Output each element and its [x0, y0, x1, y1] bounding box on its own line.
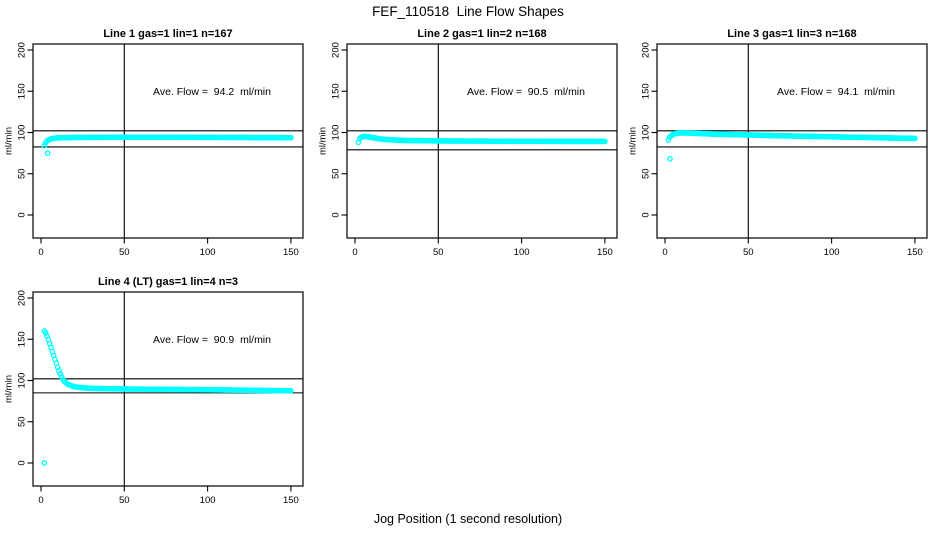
x-axis-ticks: 0 50 100 150: [38, 238, 299, 258]
subplot-line-4: 0 50 100 150 0 50 100 150 200 ml/min Line 4 (LT) …: [0, 276, 320, 526]
plot-box: [32, 43, 304, 239]
y-tick-label: 150: [641, 83, 652, 99]
subplot-line-2-plot: 0 50 100 150 0 50 100 150 200 ml/min: [318, 42, 618, 258]
x-tick-label: 150: [597, 247, 613, 258]
y-axis-unit-label: ml/min: [4, 127, 15, 155]
x-axis-label: Jog Position (1 second resolution): [373, 512, 563, 526]
x-tick-label: 0: [38, 495, 43, 506]
subplot-line-2-ave-flow-annotation: Ave. Flow = 90.5 ml/min: [467, 86, 585, 98]
x-tick-label: 50: [743, 247, 754, 258]
x-tick-label: 100: [824, 247, 840, 258]
y-tick-label: 100: [331, 125, 342, 141]
plot-box: [656, 43, 928, 239]
subplot-line-1-title: Line 1 gas=1 lin=1 n=167: [103, 28, 233, 40]
y-axis-unit-label: ml/min: [318, 127, 329, 155]
flow-data-points: [355, 133, 608, 146]
x-tick-label: 100: [200, 495, 216, 506]
y-tick-label: 200: [17, 42, 28, 58]
y-tick-label: 50: [331, 168, 342, 179]
y-tick-label: 0: [641, 212, 652, 217]
plot-box: [346, 43, 618, 239]
outlier-points: [44, 150, 51, 156]
x-tick-label: 100: [200, 247, 216, 258]
x-tick-label: 150: [283, 495, 299, 506]
x-tick-label: 0: [38, 247, 43, 258]
x-tick-label: 100: [514, 247, 530, 258]
x-axis-ticks: 0 50 100 150: [352, 238, 613, 258]
flow-limit-lines: [347, 130, 617, 151]
y-tick-label: 200: [331, 42, 342, 58]
y-tick-label: 50: [641, 168, 652, 179]
plot-box: [32, 291, 304, 487]
flow-data-points: [41, 134, 294, 149]
x-tick-label: 50: [119, 495, 130, 506]
subplot-line-3: 0 50 100 150 0 50 100 150 200 ml/min Line 3 gas=1…: [624, 28, 936, 278]
y-tick-label: 0: [17, 212, 28, 217]
x-tick-label: 0: [352, 247, 357, 258]
subplot-line-4-title: Line 4 (LT) gas=1 lin=4 n=3: [97, 276, 239, 288]
flow-data-points: [41, 328, 294, 394]
y-axis-ticks: 0 50 100 150 200: [641, 42, 657, 218]
y-tick-label: 150: [17, 83, 28, 99]
subplot-line-1: 0 50 100 150 0 50 100 150 200 ml/min Line 1 gas=1…: [0, 28, 320, 278]
subplot-line-3-plot: 0 50 100 150 0 50 100 150 200 ml/min: [628, 42, 928, 258]
chart-main-title: FEF_110518 Line Flow Shapes: [372, 4, 564, 19]
subplot-line-3-ave-flow-annotation: Ave. Flow = 94.1 ml/min: [777, 86, 895, 98]
x-tick-label: 50: [119, 247, 130, 258]
y-axis-unit-label: ml/min: [628, 127, 639, 155]
y-tick-label: 100: [17, 373, 28, 389]
x-tick-label: 150: [907, 247, 923, 258]
y-tick-label: 150: [331, 83, 342, 99]
y-axis-ticks: 0 50 100 150 200: [331, 42, 347, 218]
subplot-line-1-ave-flow-annotation: Ave. Flow = 94.2 ml/min: [153, 86, 271, 98]
y-tick-label: 50: [17, 416, 28, 427]
x-tick-label: 50: [433, 247, 444, 258]
flow-data-points: [665, 130, 918, 143]
x-tick-label: 0: [662, 247, 667, 258]
x-axis-ticks: 0 50 100 150: [662, 238, 923, 258]
y-tick-label: 200: [17, 290, 28, 306]
outlier-points: [667, 156, 673, 162]
flow-limit-lines: [33, 130, 303, 148]
x-axis-ticks: 0 50 100 150: [38, 486, 299, 506]
y-tick-label: 50: [17, 168, 28, 179]
subplot-line-2-title: Line 2 gas=1 lin=2 n=168: [417, 28, 547, 40]
y-axis-ticks: 0 50 100 150 200: [17, 290, 33, 466]
y-axis-ticks: 0 50 100 150 200: [17, 42, 33, 218]
subplot-line-1-plot: 0 50 100 150 0 50 100 150 200 ml/min: [4, 42, 304, 258]
y-tick-label: 100: [641, 125, 652, 141]
y-tick-label: 0: [331, 212, 342, 217]
outlier-points: [41, 460, 48, 466]
subplot-line-4-plot: 0 50 100 150 0 50 100 150 200 ml/min: [4, 290, 304, 506]
subplot-line-4-ave-flow-annotation: Ave. Flow = 90.9 ml/min: [153, 334, 271, 346]
subplot-line-2: 0 50 100 150 0 50 100 150 200 ml/min Line 2 gas=1…: [314, 28, 634, 278]
x-tick-label: 150: [283, 247, 299, 258]
subplot-line-3-title: Line 3 gas=1 lin=3 n=168: [727, 28, 857, 40]
y-tick-label: 150: [17, 331, 28, 347]
y-axis-unit-label: ml/min: [4, 375, 15, 403]
y-tick-label: 200: [641, 42, 652, 58]
y-tick-label: 0: [17, 460, 28, 465]
y-tick-label: 100: [17, 125, 28, 141]
